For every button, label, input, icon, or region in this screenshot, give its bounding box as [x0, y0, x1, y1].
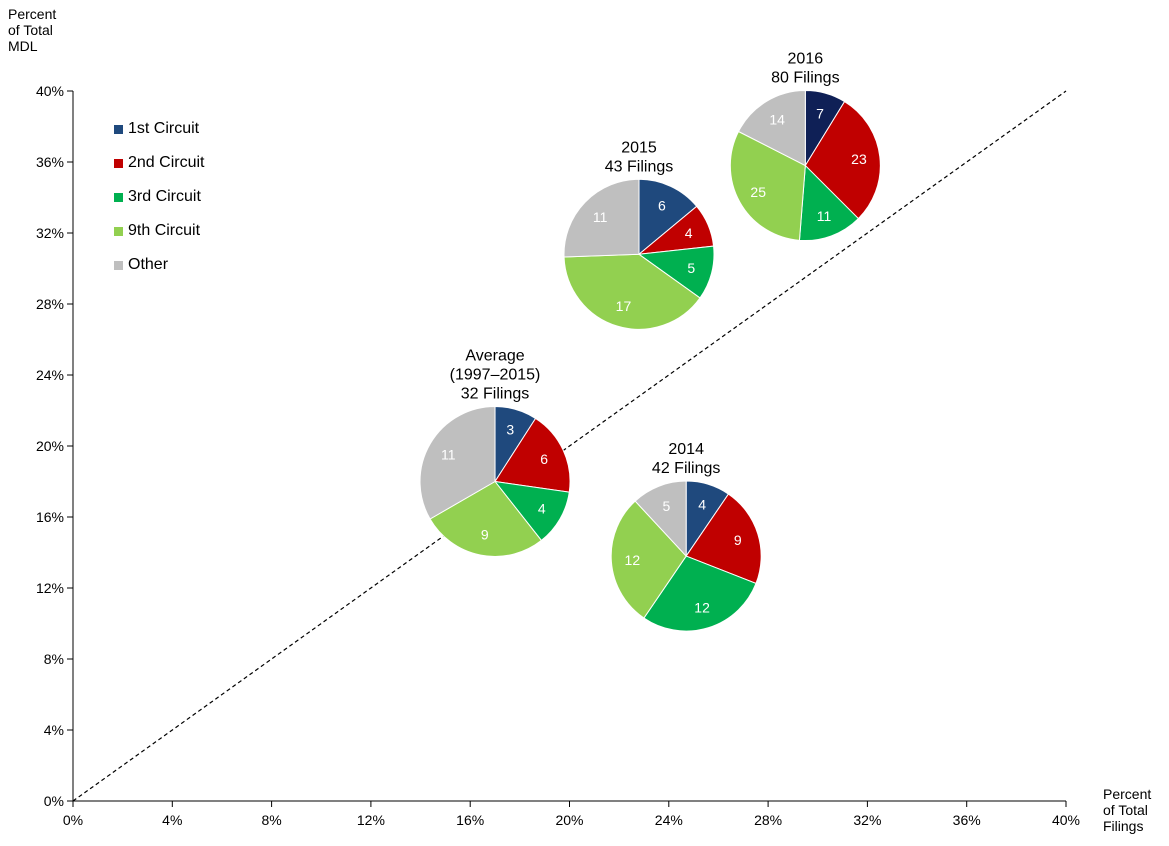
- legend-swatch: [114, 158, 123, 168]
- x-axis-title: Percent of Total Filings: [1103, 786, 1151, 834]
- y-axis-title-line: of Total: [8, 22, 53, 38]
- x-tick-label: 8%: [261, 812, 281, 828]
- y-tick-label: 16%: [36, 509, 64, 525]
- reference-line-group: [72, 90, 1067, 802]
- pie-slice-label: 6: [658, 197, 666, 213]
- y-tick-label: 4%: [44, 722, 64, 738]
- pie-slice-label: 4: [685, 225, 693, 241]
- y-tick-label: 28%: [36, 296, 64, 312]
- legend-label: 1st Circuit: [128, 120, 200, 137]
- pie-title-line: Average: [465, 348, 524, 365]
- pie-slice-label: 9: [481, 527, 489, 543]
- pie-2016: 7 23 11 25 14 2016 80 Filings: [729, 51, 881, 242]
- pies-group: 3 6 4 9 11 Average (1997–2015) 32 Filings 4 9 12 12…: [419, 51, 881, 632]
- pie-slice-label: 4: [698, 496, 706, 512]
- legend-label: 2nd Circuit: [128, 154, 205, 171]
- reference-line: [72, 90, 1067, 802]
- pie-slice-label: 3: [506, 422, 514, 438]
- x-axis-title-line: Percent: [1103, 786, 1152, 802]
- legend-label: Other: [128, 256, 169, 273]
- x-tick-label: 16%: [456, 812, 484, 828]
- pie-slice: [643, 555, 757, 632]
- pie-title-line: 43 Filings: [605, 158, 673, 175]
- legend-item-other: Other: [114, 248, 204, 282]
- y-tick-label: 24%: [36, 367, 64, 383]
- y-tick-label: 8%: [44, 651, 64, 667]
- pie-slice-label: 11: [817, 208, 832, 224]
- x-tick-label: 12%: [357, 812, 385, 828]
- pie-title-line: 32 Filings: [461, 386, 529, 403]
- legend-item-2nd-circuit: 2nd Circuit: [114, 146, 204, 180]
- pie-slice-label: 11: [593, 209, 608, 225]
- x-tick-label: 36%: [953, 812, 981, 828]
- x-axis-title-line: Filings: [1103, 818, 1144, 834]
- pie-slice: [634, 480, 687, 558]
- x-tick-label: 32%: [853, 812, 881, 828]
- legend-swatch: [114, 226, 123, 236]
- pie-slice-label: 9: [734, 532, 742, 548]
- x-tick-label: 24%: [655, 812, 683, 828]
- pie-slice-label: 23: [851, 151, 867, 167]
- pie-slice: [804, 100, 881, 220]
- pie-slice-label: 14: [769, 112, 785, 128]
- pie-slice-label: 6: [540, 451, 548, 467]
- pie-2015: 6 4 5 17 11 2015 43 Filings: [563, 139, 715, 330]
- pie-slice-label: 4: [538, 501, 546, 517]
- pie-slice: [494, 417, 571, 493]
- y-tick-label: 36%: [36, 154, 64, 170]
- pie-slice-label: 7: [816, 106, 824, 122]
- pie-title-line: 2016: [788, 51, 824, 68]
- x-tick-label: 28%: [754, 812, 782, 828]
- pie-slice: [610, 500, 687, 619]
- pie-title-line: 2014: [668, 441, 704, 458]
- pie-slice: [798, 164, 860, 242]
- x-axis-title-line: of Total: [1103, 802, 1148, 818]
- y-tick-label: 0%: [44, 793, 64, 809]
- legend-item-9th-circuit: 9th Circuit: [114, 214, 204, 248]
- pie-slice: [429, 480, 543, 557]
- pie-slice-label: 5: [663, 498, 671, 514]
- legend-swatch: [114, 260, 123, 270]
- pie-title-line: 42 Filings: [652, 460, 720, 477]
- x-tick-label: 0%: [63, 812, 83, 828]
- legend-swatch: [114, 124, 123, 134]
- y-axis-title-line: MDL: [8, 38, 38, 54]
- y-tick-label: 12%: [36, 580, 64, 596]
- pie-slice-label: 12: [625, 552, 641, 568]
- pie-average: 3 6 4 9 11 Average (1997–2015) 32 Filings: [419, 348, 571, 557]
- legend-label: 9th Circuit: [128, 222, 201, 239]
- pie-slice-label: 11: [441, 447, 456, 463]
- y-tick-label: 20%: [36, 438, 64, 454]
- pie-slice-label: 17: [616, 298, 632, 314]
- legend-swatch: [114, 192, 123, 202]
- pie-title-line: (1997–2015): [450, 367, 541, 384]
- pie-title-line: 80 Filings: [771, 70, 839, 87]
- axes: 0% 4% 8% 12% 16% 20% 24% 28% 32% 36% 40% 0% 4% 8% 12% 1…: [36, 83, 1080, 828]
- x-tick-label: 40%: [1052, 812, 1080, 828]
- pie-slice: [729, 130, 806, 241]
- legend-item-1st-circuit: 1st Circuit: [114, 112, 204, 146]
- y-axis-title-line: Percent: [8, 6, 57, 22]
- pie-2014: 4 9 12 12 5 2014 42 Filings: [610, 441, 762, 632]
- pie-title-line: 2015: [621, 139, 657, 156]
- legend-label: 3rd Circuit: [128, 188, 201, 205]
- pie-slice: [419, 405, 496, 520]
- pie-slice: [638, 178, 698, 256]
- x-tick-label: 4%: [162, 812, 182, 828]
- y-tick-label: 32%: [36, 225, 64, 241]
- pie-slice-label: 5: [687, 260, 695, 276]
- y-tick-label: 40%: [36, 83, 64, 99]
- pie-slice-label: 25: [750, 184, 766, 200]
- pie-slice: [563, 178, 640, 258]
- pie-slice: [563, 253, 701, 330]
- legend: 1st Circuit 2nd Circuit 3rd Circuit 9th …: [114, 112, 204, 282]
- legend-item-3rd-circuit: 3rd Circuit: [114, 180, 204, 214]
- x-tick-label: 20%: [555, 812, 583, 828]
- pie-slice: [737, 90, 806, 167]
- pie-slice: [685, 493, 762, 585]
- y-axis-title: Percent of Total MDL: [8, 6, 56, 54]
- pie-slice-label: 12: [694, 600, 710, 616]
